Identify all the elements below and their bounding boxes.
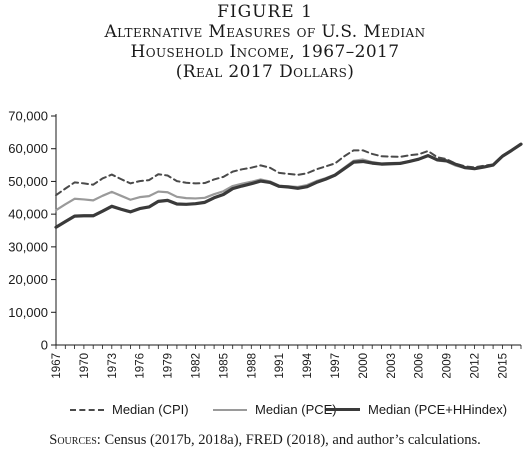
x-tick-label: 2012 bbox=[470, 353, 482, 379]
figure-title-line-1: Alternative Measures of U.S. Median bbox=[104, 22, 426, 42]
x-tick-label: 2000 bbox=[358, 353, 370, 379]
legend-swatch-cpi bbox=[70, 408, 104, 411]
y-tick-label: 0 bbox=[41, 338, 48, 353]
figure-label: FIGURE 1 bbox=[217, 2, 313, 22]
series-line-cpi bbox=[55, 143, 522, 197]
x-tick-label: 1970 bbox=[79, 353, 91, 379]
y-tick-label: 20,000 bbox=[8, 272, 48, 287]
legend-label-cpi: Median (CPI) bbox=[112, 402, 189, 417]
series-line-pce-hhindex bbox=[54, 142, 523, 229]
x-tick-label: 1982 bbox=[191, 353, 203, 379]
x-tick-label: 1967 bbox=[51, 353, 63, 379]
figure-title-block: FIGURE 1 Alternative Measures of U.S. Me… bbox=[0, 2, 530, 82]
x-tick-label: 2006 bbox=[414, 353, 426, 379]
y-tick-label: 40,000 bbox=[8, 207, 48, 222]
x-tick-label: 1973 bbox=[107, 353, 119, 379]
chart-legend: Median (CPI) Median (PCE) Median (PCE+HH… bbox=[0, 402, 530, 422]
x-tick-label: 1979 bbox=[163, 353, 175, 379]
chart-axes: 0 10,000 20,000 30,000 40,000 50,000 60,000 70,… bbox=[8, 109, 522, 379]
line-chart: 0 10,000 20,000 30,000 40,000 50,000 60,000 70,… bbox=[8, 109, 523, 379]
y-tick-label: 50,000 bbox=[8, 174, 48, 189]
source-text: Census (2017b, 2018a), FRED (2018), and … bbox=[104, 432, 481, 448]
x-tick-label: 1997 bbox=[330, 353, 342, 379]
x-tick-label: 1985 bbox=[218, 353, 230, 379]
legend-swatch-hhindex bbox=[326, 408, 360, 411]
x-tick-label: 1988 bbox=[246, 353, 258, 379]
x-tick-label: 1991 bbox=[274, 353, 286, 379]
source-label: Sources: bbox=[49, 432, 101, 448]
series-line-pce bbox=[54, 143, 523, 212]
x-tick-label: 2003 bbox=[386, 353, 398, 379]
y-tick-label: 30,000 bbox=[8, 239, 48, 254]
y-tick-label: 60,000 bbox=[8, 141, 48, 156]
x-tick-label: 2015 bbox=[497, 353, 509, 379]
figure-title-line-2: Household Income, 1967–2017 bbox=[130, 42, 400, 62]
y-tick-label: 10,000 bbox=[8, 305, 48, 320]
legend-swatch-pce bbox=[213, 408, 247, 411]
legend-label-pce: Median (PCE) bbox=[255, 402, 337, 417]
legend-label-hhindex: Median (PCE+HHindex) bbox=[368, 402, 508, 417]
x-tick-label: 2009 bbox=[442, 353, 454, 379]
x-tick-label: 1994 bbox=[302, 352, 314, 378]
legend-item-cpi: Median (CPI) bbox=[70, 402, 189, 417]
figure-title-line-3: (Real 2017 Dollars) bbox=[175, 62, 355, 82]
source-note: Sources: Census (2017b, 2018a), FRED (20… bbox=[0, 432, 530, 449]
y-tick-label: 70,000 bbox=[8, 109, 48, 124]
chart-series-layer bbox=[54, 142, 523, 229]
x-tick-label: 1976 bbox=[135, 353, 147, 379]
legend-item-pce: Median (PCE) bbox=[213, 402, 337, 417]
legend-item-hhindex: Median (PCE+HHindex) bbox=[326, 402, 507, 417]
